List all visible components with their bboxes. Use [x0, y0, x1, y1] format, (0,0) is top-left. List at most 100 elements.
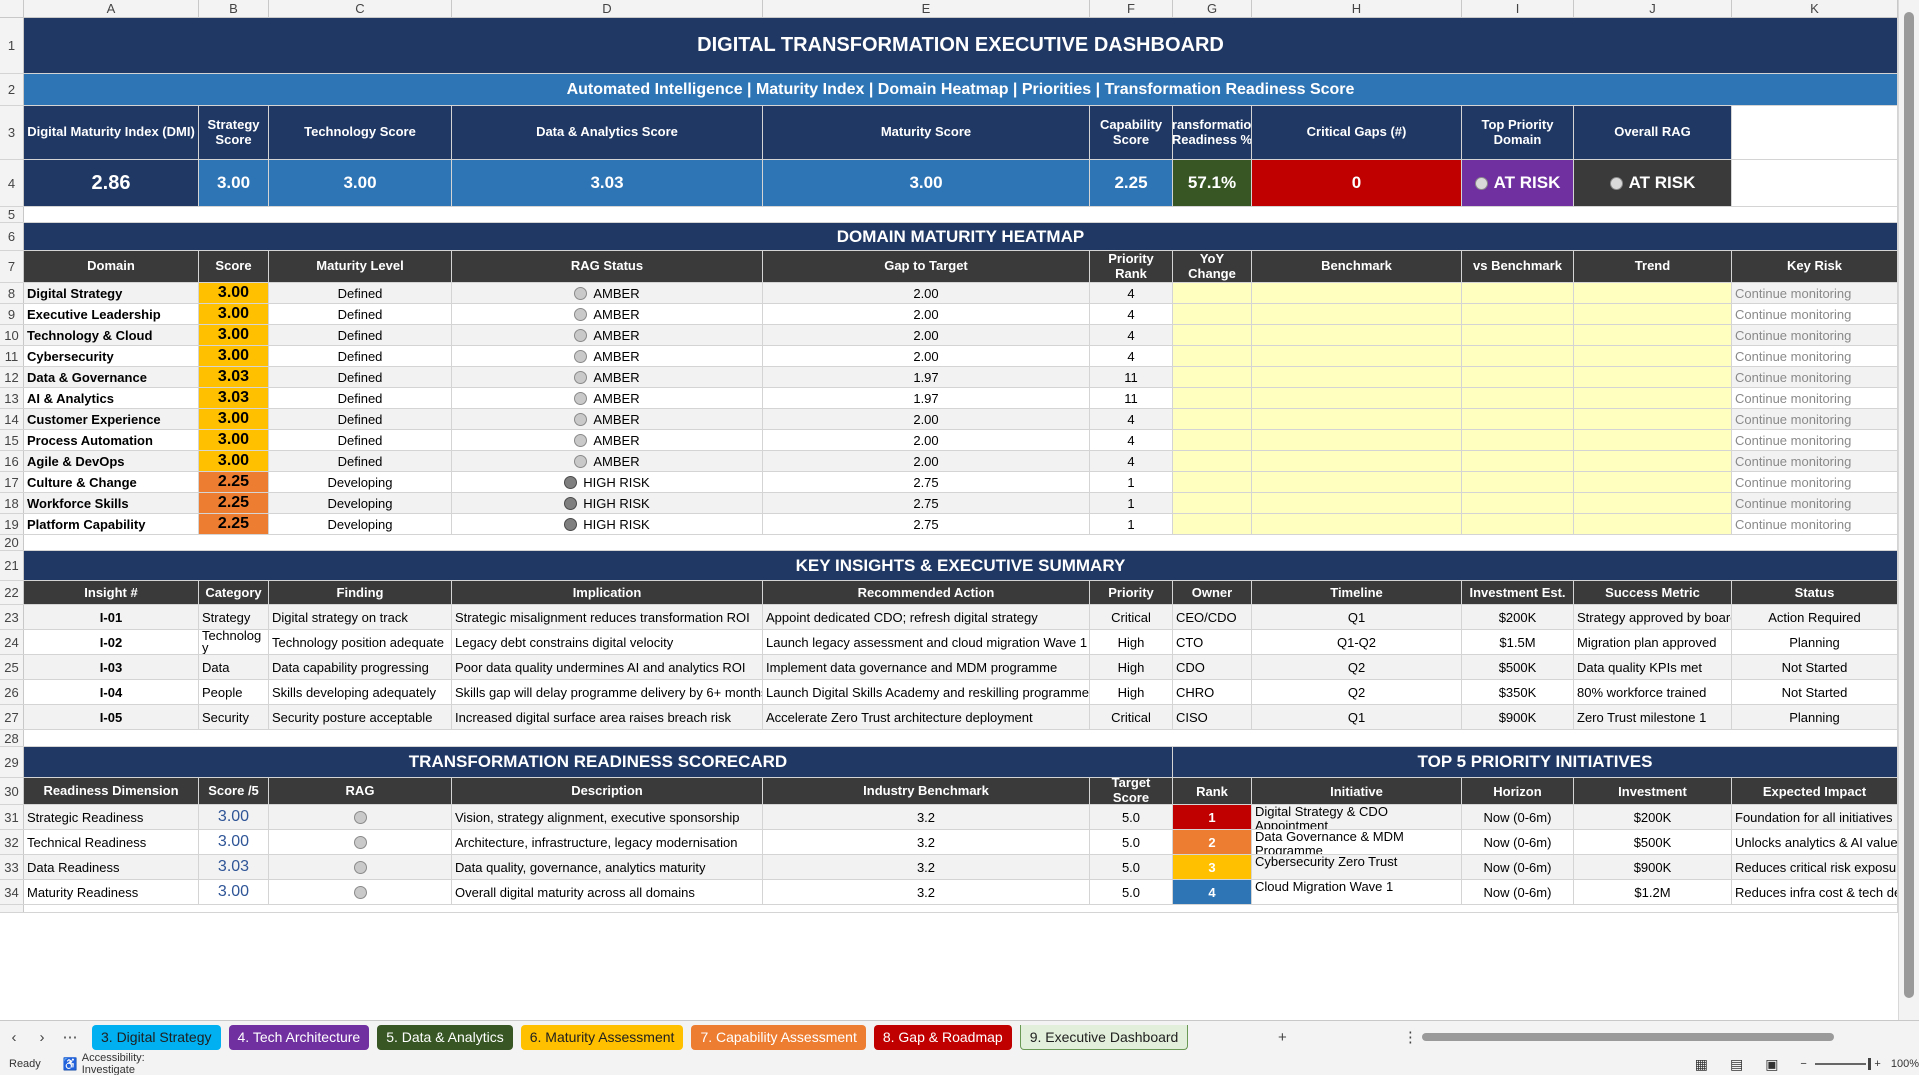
input-cell[interactable] [1173, 325, 1252, 345]
priority-rank[interactable]: 4 [1090, 451, 1173, 471]
insight-cell[interactable]: Not Started [1732, 655, 1898, 679]
initiative-investment[interactable]: $900K [1574, 855, 1732, 879]
sheet-tab[interactable]: 9. Executive Dashboard [1019, 1024, 1189, 1050]
row-header[interactable]: 6 [0, 223, 24, 250]
industry-benchmark[interactable]: 3.2 [763, 830, 1090, 854]
initiative-horizon[interactable]: Now (0-6m) [1462, 830, 1574, 854]
column-header-k[interactable]: K [1732, 0, 1898, 17]
row-header[interactable]: 19 [0, 514, 24, 534]
zoom-slider-thumb[interactable] [1867, 1058, 1871, 1070]
row-header[interactable]: 21 [0, 551, 24, 580]
priority-rank[interactable]: 1 [1090, 514, 1173, 534]
insight-cell[interactable]: Zero Trust milestone 1 [1574, 705, 1732, 729]
rag-status[interactable]: HIGH RISK [452, 472, 763, 492]
readiness-score[interactable]: 3.00 [199, 805, 269, 829]
readiness-dimension[interactable]: Strategic Readiness [24, 805, 199, 829]
domain-score[interactable]: 3.00 [199, 451, 269, 471]
sheet-tab[interactable]: 7. Capability Assessment [691, 1024, 866, 1050]
tab-scroll-left-icon[interactable]: ‹ [11, 1028, 17, 1046]
gap-to-target[interactable]: 1.97 [763, 367, 1090, 387]
input-cell[interactable] [1252, 367, 1462, 387]
input-cell[interactable] [1462, 493, 1574, 513]
initiative-investment[interactable]: $500K [1574, 830, 1732, 854]
row-header[interactable]: 24 [0, 630, 24, 654]
input-cell[interactable] [1252, 409, 1462, 429]
insight-cell[interactable]: Q1 [1252, 605, 1462, 629]
row-header[interactable]: 33 [0, 855, 24, 879]
insight-cell[interactable]: Skills developing adequately [269, 680, 452, 704]
maturity-level[interactable]: Defined [269, 388, 452, 408]
domain-score[interactable]: 2.25 [199, 493, 269, 513]
insight-cell[interactable]: Strategy approved by board [1574, 605, 1732, 629]
insight-cell[interactable]: CEO/CDO [1173, 605, 1252, 629]
input-cell[interactable] [1252, 451, 1462, 471]
readiness-description[interactable]: Architecture, infrastructure, legacy mod… [452, 830, 763, 854]
sheet-tab[interactable]: 8. Gap & Roadmap [873, 1024, 1012, 1050]
column-header-e[interactable]: E [763, 0, 1090, 17]
sheet-tab[interactable]: 3. Digital Strategy [92, 1024, 221, 1050]
row-header[interactable]: 4 [0, 160, 24, 206]
accessibility-status[interactable]: Accessibility: Investigate [81, 1052, 145, 1075]
gap-to-target[interactable]: 2.00 [763, 346, 1090, 366]
input-cell[interactable] [1462, 304, 1574, 324]
initiative-rank[interactable]: 3 [1173, 855, 1252, 879]
priority-rank[interactable]: 4 [1090, 430, 1173, 450]
row-header[interactable]: 29 [0, 747, 24, 777]
industry-benchmark[interactable]: 3.2 [763, 855, 1090, 879]
insight-cell[interactable]: Not Started [1732, 680, 1898, 704]
vertical-scroll-thumb[interactable] [1904, 12, 1914, 998]
maturity-level[interactable]: Defined [269, 304, 452, 324]
input-cell[interactable] [1173, 472, 1252, 492]
empty-cell[interactable] [1732, 106, 1898, 159]
rag-status[interactable]: AMBER [452, 304, 763, 324]
domain-score[interactable]: 3.00 [199, 346, 269, 366]
row-header[interactable]: 18 [0, 493, 24, 513]
input-cell[interactable] [1574, 451, 1732, 471]
insight-cell[interactable]: People [199, 680, 269, 704]
key-risk[interactable]: Continue monitoring [1732, 304, 1898, 324]
input-cell[interactable] [1252, 514, 1462, 534]
row-header[interactable]: 8 [0, 283, 24, 303]
rag-status[interactable]: AMBER [452, 430, 763, 450]
maturity-level[interactable]: Developing [269, 514, 452, 534]
gap-to-target[interactable]: 2.00 [763, 325, 1090, 345]
insight-cell[interactable]: Security [199, 705, 269, 729]
rag-status[interactable]: AMBER [452, 325, 763, 345]
input-cell[interactable] [1462, 514, 1574, 534]
row-header[interactable]: 34 [0, 880, 24, 904]
insight-cell[interactable]: $350K [1462, 680, 1574, 704]
priority-rank[interactable]: 4 [1090, 346, 1173, 366]
page-break-icon[interactable]: ▣ [1765, 1055, 1779, 1072]
domain-score[interactable]: 3.00 [199, 325, 269, 345]
input-cell[interactable] [1252, 283, 1462, 303]
insight-cell[interactable]: Launch legacy assessment and cloud migra… [763, 630, 1090, 654]
insight-cell[interactable]: $900K [1462, 705, 1574, 729]
maturity-level[interactable]: Defined [269, 283, 452, 303]
insight-cell[interactable]: High [1090, 680, 1173, 704]
readiness-dimension[interactable]: Data Readiness [24, 855, 199, 879]
input-cell[interactable] [1462, 367, 1574, 387]
input-cell[interactable] [1574, 346, 1732, 366]
rag-status[interactable]: HIGH RISK [452, 514, 763, 534]
input-cell[interactable] [1173, 346, 1252, 366]
row-header[interactable]: 16 [0, 451, 24, 471]
initiative-impact[interactable]: Foundation for all initiatives [1732, 805, 1898, 829]
initiative-name[interactable]: Cybersecurity Zero Trust [1252, 855, 1462, 879]
gap-to-target[interactable]: 2.75 [763, 493, 1090, 513]
input-cell[interactable] [1462, 283, 1574, 303]
insight-cell[interactable]: Data quality KPIs met [1574, 655, 1732, 679]
insight-cell[interactable]: Implement data governance and MDM progra… [763, 655, 1090, 679]
domain-score[interactable]: 3.00 [199, 304, 269, 324]
empty-cell[interactable] [24, 905, 1898, 912]
input-cell[interactable] [1252, 388, 1462, 408]
row-header[interactable] [0, 905, 24, 912]
initiative-horizon[interactable]: Now (0-6m) [1462, 880, 1574, 904]
readiness-score[interactable]: 3.00 [199, 880, 269, 904]
gap-to-target[interactable]: 1.97 [763, 388, 1090, 408]
input-cell[interactable] [1574, 472, 1732, 492]
zoom-out-icon[interactable]: − [1800, 1058, 1807, 1070]
insight-cell[interactable]: $1.5M [1462, 630, 1574, 654]
readiness-score[interactable]: 3.00 [199, 830, 269, 854]
priority-rank[interactable]: 1 [1090, 472, 1173, 492]
insight-cell[interactable]: Critical [1090, 605, 1173, 629]
